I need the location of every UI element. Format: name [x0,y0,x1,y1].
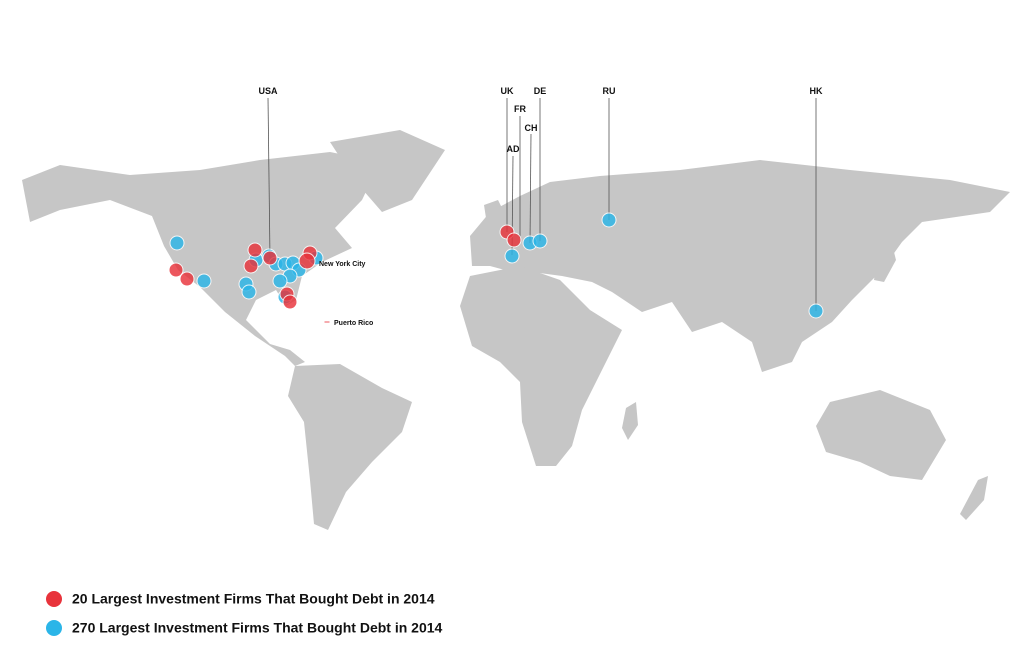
firm-dot [282,294,298,310]
uk [484,200,506,230]
north-america [22,152,380,366]
firm-dot [168,262,184,278]
firm-dot [169,235,185,251]
land [22,130,1010,530]
firm-dot [601,212,617,228]
south-america [288,364,412,530]
country-label: USA [258,86,278,96]
firm-dot [506,232,522,248]
new-zealand [960,476,988,520]
firm-dot [504,248,520,264]
leader-line [529,133,532,244]
country-label: UK [501,86,514,96]
firm-dot [247,242,263,258]
labels: USA UK FR AD CH DE RU HK New York City P… [258,86,823,327]
country-label: FR [514,104,526,114]
leader-line [267,97,271,259]
country-label: AD [507,144,520,154]
firm-dot [532,233,548,249]
legend-swatch [46,620,62,636]
country-label: DE [534,86,547,96]
greenland [330,130,445,212]
dots [168,212,824,324]
legend-swatch [46,591,62,607]
puerto-rico-marker [323,320,331,324]
leader-lines [267,97,817,311]
city-label: Puerto Rico [334,320,373,327]
firm-dot [243,258,259,274]
firm-dot [298,252,316,270]
country-label: HK [810,86,823,96]
firm-dot [262,250,278,266]
australia [816,390,946,480]
country-label: CH [525,123,538,133]
madagascar [622,402,638,440]
legend-label: 270 Largest Investment Firms That Bought… [72,620,443,636]
firm-dot [179,271,195,287]
japan [874,236,896,282]
firm-dot [272,273,288,289]
africa [460,266,622,466]
firm-dot [808,303,824,319]
country-label: RU [603,86,616,96]
firm-dot [241,284,257,300]
eurasia [470,160,1010,372]
legend-label: 20 Largest Investment Firms That Bought … [72,591,435,607]
city-label: New York City [319,261,366,268]
firm-dot [196,273,212,289]
